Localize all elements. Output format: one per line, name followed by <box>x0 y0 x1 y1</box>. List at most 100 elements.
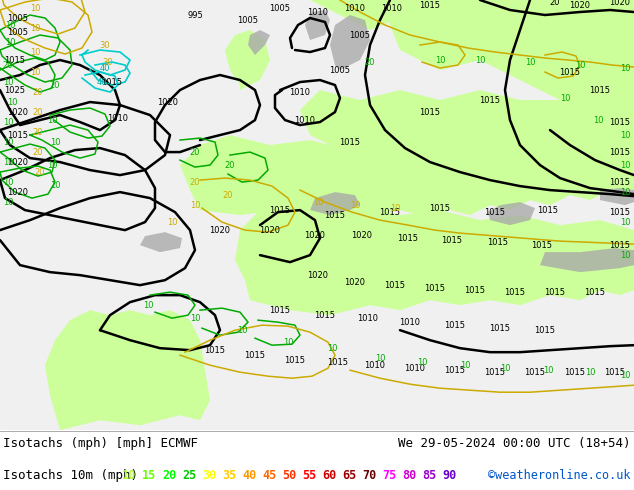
Text: 70: 70 <box>362 468 376 482</box>
Text: 20: 20 <box>33 88 43 97</box>
Text: 1010: 1010 <box>290 88 311 97</box>
Text: 1015: 1015 <box>429 204 451 213</box>
Text: 1015: 1015 <box>269 206 290 215</box>
Text: 10: 10 <box>4 21 15 29</box>
Text: 1020: 1020 <box>8 188 29 196</box>
Text: 1015: 1015 <box>339 138 361 147</box>
Text: 10: 10 <box>167 218 178 226</box>
Text: 1015: 1015 <box>205 345 226 355</box>
Text: 10: 10 <box>3 118 13 126</box>
Polygon shape <box>305 10 330 40</box>
Text: 10: 10 <box>49 181 60 190</box>
Text: 1010: 1010 <box>295 116 316 124</box>
Text: 10: 10 <box>49 138 60 147</box>
Text: 1005: 1005 <box>238 16 259 24</box>
Text: 10: 10 <box>30 48 40 56</box>
Text: 10: 10 <box>620 250 630 260</box>
Text: 1020: 1020 <box>307 270 328 280</box>
Text: 1015: 1015 <box>604 368 626 377</box>
Text: 65: 65 <box>342 468 356 482</box>
Text: 1010: 1010 <box>358 314 378 322</box>
Text: 1020: 1020 <box>259 225 280 235</box>
Text: 20: 20 <box>3 61 13 70</box>
Text: 1015: 1015 <box>609 177 630 187</box>
Text: 20: 20 <box>223 191 233 199</box>
Text: 1010: 1010 <box>344 3 365 13</box>
Text: 10: 10 <box>283 338 294 346</box>
Text: 10: 10 <box>30 24 40 32</box>
Text: 1015: 1015 <box>314 311 335 319</box>
Text: 25: 25 <box>182 468 197 482</box>
Text: 1015: 1015 <box>538 206 559 215</box>
Text: 10: 10 <box>525 57 535 67</box>
Text: 1015: 1015 <box>505 288 526 296</box>
Text: 10: 10 <box>190 314 200 322</box>
Text: 1015: 1015 <box>534 326 555 335</box>
Text: 1005: 1005 <box>269 3 290 13</box>
Text: 1015: 1015 <box>285 356 306 365</box>
Text: 55: 55 <box>302 468 316 482</box>
Text: 1020: 1020 <box>344 278 365 287</box>
Text: 1005: 1005 <box>330 66 351 74</box>
Text: 20: 20 <box>49 80 60 90</box>
Text: 10: 10 <box>3 158 13 167</box>
Text: 10: 10 <box>236 326 247 335</box>
Text: 1010: 1010 <box>307 7 328 17</box>
Text: 1015: 1015 <box>101 77 122 87</box>
Text: 1015: 1015 <box>4 55 25 65</box>
Text: 1015: 1015 <box>325 211 346 220</box>
Text: 10: 10 <box>390 204 400 213</box>
Text: 1005: 1005 <box>8 14 29 23</box>
Text: 1015: 1015 <box>488 238 508 246</box>
Text: 1020: 1020 <box>569 0 590 9</box>
Text: 20: 20 <box>365 57 375 67</box>
Text: 10: 10 <box>620 161 630 170</box>
Text: 1015: 1015 <box>531 241 552 249</box>
Text: 10: 10 <box>460 361 470 369</box>
Text: 1005: 1005 <box>8 27 29 37</box>
Text: 10: 10 <box>620 188 630 196</box>
Text: Isotachs (mph) [mph] ECMWF: Isotachs (mph) [mph] ECMWF <box>3 437 198 450</box>
Text: 45: 45 <box>262 468 276 482</box>
Text: 10: 10 <box>3 177 13 187</box>
Polygon shape <box>180 135 634 215</box>
Text: 50: 50 <box>282 468 296 482</box>
Text: 1015: 1015 <box>8 130 29 140</box>
Text: 1015: 1015 <box>489 324 510 333</box>
Text: 10: 10 <box>122 468 136 482</box>
Text: 10: 10 <box>500 364 510 373</box>
Text: 1015: 1015 <box>609 208 630 217</box>
Text: 1015: 1015 <box>245 351 266 360</box>
Text: 1010: 1010 <box>399 318 420 327</box>
Text: 20: 20 <box>190 147 200 157</box>
Text: 1015: 1015 <box>524 368 545 377</box>
Text: 10: 10 <box>143 301 153 310</box>
Text: 1020: 1020 <box>609 0 630 6</box>
Polygon shape <box>225 30 270 90</box>
Text: 90: 90 <box>442 468 456 482</box>
Text: Isotachs 10m (mph): Isotachs 10m (mph) <box>3 468 138 482</box>
Text: 10: 10 <box>575 61 585 70</box>
Polygon shape <box>600 188 634 205</box>
Text: 1015: 1015 <box>269 306 290 315</box>
Text: 15: 15 <box>142 468 156 482</box>
Text: 10: 10 <box>543 366 553 375</box>
Text: 1015: 1015 <box>425 284 446 293</box>
Text: 1015: 1015 <box>420 0 441 9</box>
Text: 20: 20 <box>33 147 43 157</box>
Polygon shape <box>45 310 210 430</box>
Text: 10: 10 <box>313 197 323 207</box>
Text: 10: 10 <box>47 161 57 170</box>
Text: 20: 20 <box>33 108 43 117</box>
Text: 10: 10 <box>475 55 485 65</box>
Polygon shape <box>140 232 182 252</box>
Text: 10: 10 <box>435 55 445 65</box>
Text: 10: 10 <box>327 343 337 353</box>
Text: 1015: 1015 <box>609 118 630 126</box>
Text: 1010: 1010 <box>382 3 403 13</box>
Text: 1015: 1015 <box>384 281 406 290</box>
Text: 10: 10 <box>560 94 570 102</box>
Polygon shape <box>540 248 634 272</box>
Text: 10: 10 <box>3 138 13 147</box>
Text: 10: 10 <box>620 64 630 73</box>
